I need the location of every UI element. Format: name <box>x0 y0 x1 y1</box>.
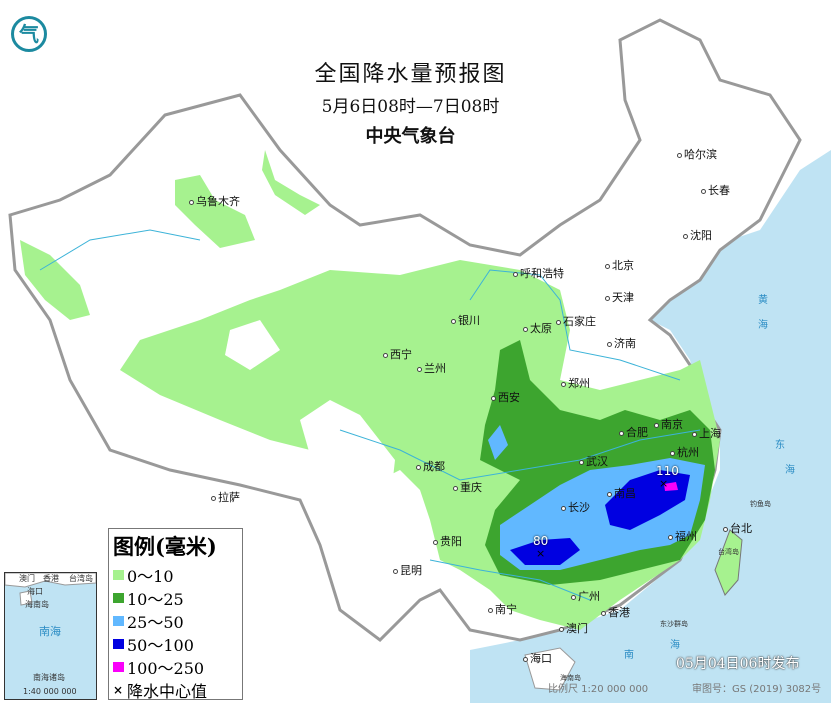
inset-label: 台湾岛 <box>69 574 93 583</box>
city-label: 上海 <box>692 427 721 440</box>
city-label: 海口 <box>523 652 552 665</box>
city-label: 长春 <box>701 184 730 197</box>
city-label: 长沙 <box>561 501 590 514</box>
legend-title: 图例(毫米) <box>113 534 217 559</box>
city-label: 昆明 <box>393 564 422 577</box>
sea-label: 东 <box>775 440 785 451</box>
city-label: 北京 <box>605 259 634 272</box>
legend-item: 50～100 <box>113 632 242 655</box>
legend-label: 25～50 <box>127 612 184 632</box>
sea-area <box>470 150 831 703</box>
city-label: 郑州 <box>561 377 590 390</box>
city-label: 武汉 <box>579 455 608 468</box>
legend-label: 10～25 <box>127 589 184 609</box>
legend-item: × 降水中心值 <box>113 678 242 701</box>
city-label: 南宁 <box>488 603 517 616</box>
city-label: 沈阳 <box>683 229 712 242</box>
legend-label: 0～10 <box>127 566 174 586</box>
city-label: 拉萨 <box>211 491 240 504</box>
legend-label: 降水中心值 <box>127 681 208 701</box>
legend: 图例(毫米) 0～10 10～25 25～50 50～100 100～250 ×… <box>108 528 243 701</box>
island-label: 台湾岛 <box>718 548 739 556</box>
sea-label: 黄 <box>758 295 768 306</box>
precip-center-value: 80 <box>533 534 549 548</box>
city-label: 合肥 <box>619 426 648 439</box>
legend-item: 25～50 <box>113 609 242 632</box>
island-label: 东沙群岛 <box>660 620 688 628</box>
legend-swatch <box>113 661 124 672</box>
city-label: 香港 <box>601 606 630 619</box>
legend-swatch <box>113 592 124 603</box>
city-label: 广州 <box>571 590 600 603</box>
city-label: 贵阳 <box>433 535 462 548</box>
legend-item: 100～250 <box>113 655 242 678</box>
rivers <box>39 229 701 601</box>
inset-sea-label: 南海 <box>39 625 61 638</box>
legend-swatch <box>113 569 124 580</box>
south-china-sea-inset: 澳门 香港 台湾岛 海口 海南岛 南海 南海诸岛 1:40 000 000 <box>4 572 97 700</box>
legend-label: 100～250 <box>127 658 205 678</box>
cross-marker-icon: × <box>659 477 669 490</box>
cross-marker-icon: × <box>536 547 546 560</box>
sea-label: 海 <box>758 320 768 331</box>
city-label: 乌鲁木齐 <box>189 195 240 208</box>
rain-25-50 <box>488 425 705 570</box>
rain-white-gaps <box>225 320 395 520</box>
cross-marker-icon: × <box>113 682 124 697</box>
legend-swatch <box>113 638 124 649</box>
city-label: 杭州 <box>670 446 699 459</box>
city-label: 西宁 <box>383 348 412 361</box>
city-label: 西安 <box>491 391 520 404</box>
city-label: 台北 <box>723 522 752 535</box>
inset-scale: 1:40 000 000 <box>23 687 77 696</box>
legend-label: 50～100 <box>127 635 194 655</box>
inset-islands-label: 南海诸岛 <box>33 673 65 682</box>
city-label: 南京 <box>654 418 683 431</box>
island-label: 钓鱼岛 <box>750 500 771 508</box>
sea-label: 海 <box>785 465 795 476</box>
inset-label: 澳门 <box>19 574 35 583</box>
city-label: 南昌 <box>607 487 636 500</box>
city-label: 成都 <box>416 460 445 473</box>
inset-label: 香港 <box>43 574 59 583</box>
map-approval-number: 审图号：GS (2019) 3082号 <box>692 684 822 695</box>
precip-center: 80 × <box>533 535 548 560</box>
inset-land <box>5 573 96 606</box>
agency-name: 中央气象台 <box>365 126 456 147</box>
city-label: 重庆 <box>453 481 482 494</box>
city-label: 呼和浩特 <box>513 267 564 280</box>
inset-label: 海口 <box>27 587 43 596</box>
issue-time: 05月04日06时发布 <box>676 656 800 672</box>
rain-50-100 <box>510 470 690 565</box>
legend-item: 10～25 <box>113 586 242 609</box>
city-label: 天津 <box>605 291 634 304</box>
hainan-island <box>524 647 576 691</box>
map-title: 全国降水量预报图 <box>314 62 507 87</box>
city-label: 兰州 <box>417 362 446 375</box>
sea-label: 海 <box>670 640 680 651</box>
map-scale: 比例尺 1:20 000 000 <box>548 684 649 695</box>
sea-label: 南 <box>624 650 634 661</box>
precip-center-value: 110 <box>656 464 679 478</box>
forecast-period: 5月6日08时—7日08时 <box>321 97 500 117</box>
cma-logo: 气 <box>11 16 47 52</box>
city-label: 济南 <box>607 337 636 350</box>
city-label: 石家庄 <box>556 315 596 328</box>
inset-label: 海南岛 <box>25 600 49 609</box>
island-label: 海南岛 <box>560 674 581 682</box>
city-label: 银川 <box>451 314 480 327</box>
legend-item: 0～10 <box>113 563 242 586</box>
taiwan-island <box>714 529 743 596</box>
city-label: 澳门 <box>559 622 588 635</box>
city-label: 太原 <box>523 322 552 335</box>
rain-100-250 <box>664 482 678 491</box>
legend-swatch <box>113 615 124 626</box>
city-label: 福州 <box>668 530 697 543</box>
city-label: 哈尔滨 <box>677 148 717 161</box>
precip-center: 110 × <box>656 465 679 490</box>
